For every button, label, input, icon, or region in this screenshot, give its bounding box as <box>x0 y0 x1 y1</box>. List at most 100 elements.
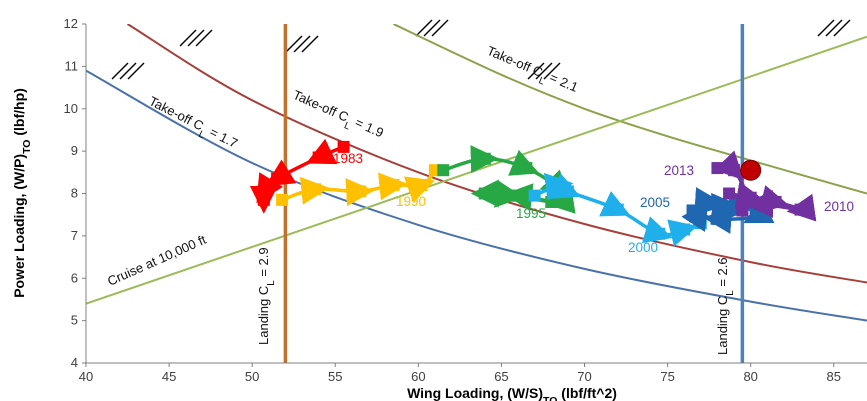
x-tick-label: 85 <box>827 369 841 384</box>
landing-limit-label-1: Landing CL = 2.9 <box>256 247 277 345</box>
series-label-2005: 2005 <box>640 195 670 210</box>
data-point-2010-4 <box>794 203 807 216</box>
series-label-1990: 1990 <box>396 194 426 209</box>
series-label-1995: 1995 <box>516 206 546 221</box>
data-point-2000-4 <box>611 203 624 216</box>
hatch-stroke <box>195 29 213 47</box>
series-2000 <box>528 172 707 247</box>
data-point-2000-6 <box>678 223 691 236</box>
data-point-2005-7 <box>694 206 707 219</box>
hatch-stroke <box>543 62 561 80</box>
hatch-stroke <box>179 29 197 47</box>
data-point-2010-1 <box>723 187 736 200</box>
y-tick-label: 6 <box>71 270 78 285</box>
data-point-2013-3 <box>744 195 757 208</box>
hatch-stroke <box>415 19 433 37</box>
hatch-stroke <box>833 19 851 37</box>
data-point-2005-2 <box>703 195 716 208</box>
data-point-1995-8 <box>503 189 516 202</box>
hatch-group-1 <box>111 62 145 80</box>
hatch-stroke <box>527 62 545 80</box>
data-point-2000-1 <box>528 189 541 202</box>
data-point-2000-5 <box>653 227 666 240</box>
data-point-1990-2 <box>309 183 322 196</box>
constraint-curve-1 <box>86 69 867 322</box>
data-point-2013-2 <box>728 164 741 177</box>
series-1983 <box>249 138 350 214</box>
data-point-1990-4 <box>387 179 400 192</box>
constraint-curve-3 <box>392 24 867 195</box>
hatch-group-5 <box>527 62 561 80</box>
series-label-2010: 2010 <box>824 199 854 214</box>
hatch-stroke <box>285 35 303 53</box>
hatch-stroke <box>187 29 205 47</box>
x-tick-label: 55 <box>328 369 342 384</box>
hatch-stroke <box>431 19 449 37</box>
hatch-marks <box>111 19 851 80</box>
y-tick-label: 9 <box>71 143 78 158</box>
hatch-stroke <box>535 62 553 80</box>
y-tick-label: 11 <box>65 58 79 73</box>
series-2010 <box>723 181 817 222</box>
data-point-1990-5 <box>415 179 428 192</box>
series-label-2013: 2013 <box>664 163 694 178</box>
x-tick-label: 80 <box>743 369 757 384</box>
y-tick-label: 12 <box>64 16 78 31</box>
constraint-label-1: Take-off CL = 1.7 <box>144 93 240 155</box>
x-tick-label: 75 <box>660 369 674 384</box>
x-tick-label: 65 <box>494 369 508 384</box>
x-tick-label: 60 <box>411 369 425 384</box>
x-tick-label: 70 <box>577 369 591 384</box>
data-point-2005-6 <box>711 212 724 225</box>
x-tick-label: 40 <box>79 369 93 384</box>
hatch-group-6 <box>817 19 851 37</box>
data-point-1995-2 <box>478 152 491 165</box>
hatch-stroke <box>119 62 137 80</box>
data-point-1983-6 <box>257 191 270 204</box>
data-point-1990-3 <box>354 185 367 198</box>
constraint-label-2: Take-off CL = 1.9 <box>289 87 386 145</box>
data-point-1995-9 <box>545 195 558 208</box>
landing-limit-label-2: Landing CL = 2.6 <box>715 257 736 355</box>
data-point-2005-8 <box>719 200 732 213</box>
y-tick-label: 7 <box>71 228 78 243</box>
data-point-1995-3 <box>520 162 533 175</box>
y-tick-label: 8 <box>71 186 78 201</box>
constraint-curve-2 <box>126 24 867 284</box>
series-label-2000: 2000 <box>628 240 658 255</box>
hatch-stroke <box>423 19 441 37</box>
hatch-group-2 <box>179 29 213 47</box>
hatch-group-3 <box>285 35 319 53</box>
x-tick-label: 45 <box>162 369 176 384</box>
data-point-2005-5 <box>749 210 762 223</box>
data-point-2013-1 <box>711 162 724 175</box>
hatch-stroke <box>293 35 311 53</box>
data-point-1995-1 <box>437 164 450 177</box>
hatch-group-4 <box>415 19 449 37</box>
data-series <box>249 138 817 247</box>
y-tick-label: 5 <box>71 313 78 328</box>
data-point-1995-7 <box>478 187 491 200</box>
constraint-label-3: Take-off CL = 2.1 <box>483 43 581 100</box>
target-point <box>740 159 762 181</box>
data-point-2000-7 <box>694 217 707 230</box>
x-axis-title: Wing Loading, (W/S)TO (lbf/ft^2) <box>407 385 617 401</box>
hatch-stroke <box>127 62 145 80</box>
hatch-stroke <box>111 62 129 80</box>
data-point-1983-2 <box>312 151 325 164</box>
data-point-1990-1 <box>276 193 289 206</box>
x-tick-label: 50 <box>245 369 259 384</box>
series-2013 <box>711 150 757 208</box>
hatch-stroke <box>825 19 843 37</box>
data-point-1983-3 <box>271 172 284 185</box>
data-point-1983-1 <box>337 140 350 153</box>
hatch-stroke <box>817 19 835 37</box>
data-point-2000-3 <box>561 185 574 198</box>
y-tick-label: 4 <box>71 355 78 370</box>
data-point-2010-3 <box>769 195 782 208</box>
series-label-1983: 1983 <box>333 151 363 166</box>
y-tick-label: 10 <box>64 101 78 116</box>
y-axis-title: Power Loading, (W/P)TO (lbf/hp) <box>11 88 33 298</box>
